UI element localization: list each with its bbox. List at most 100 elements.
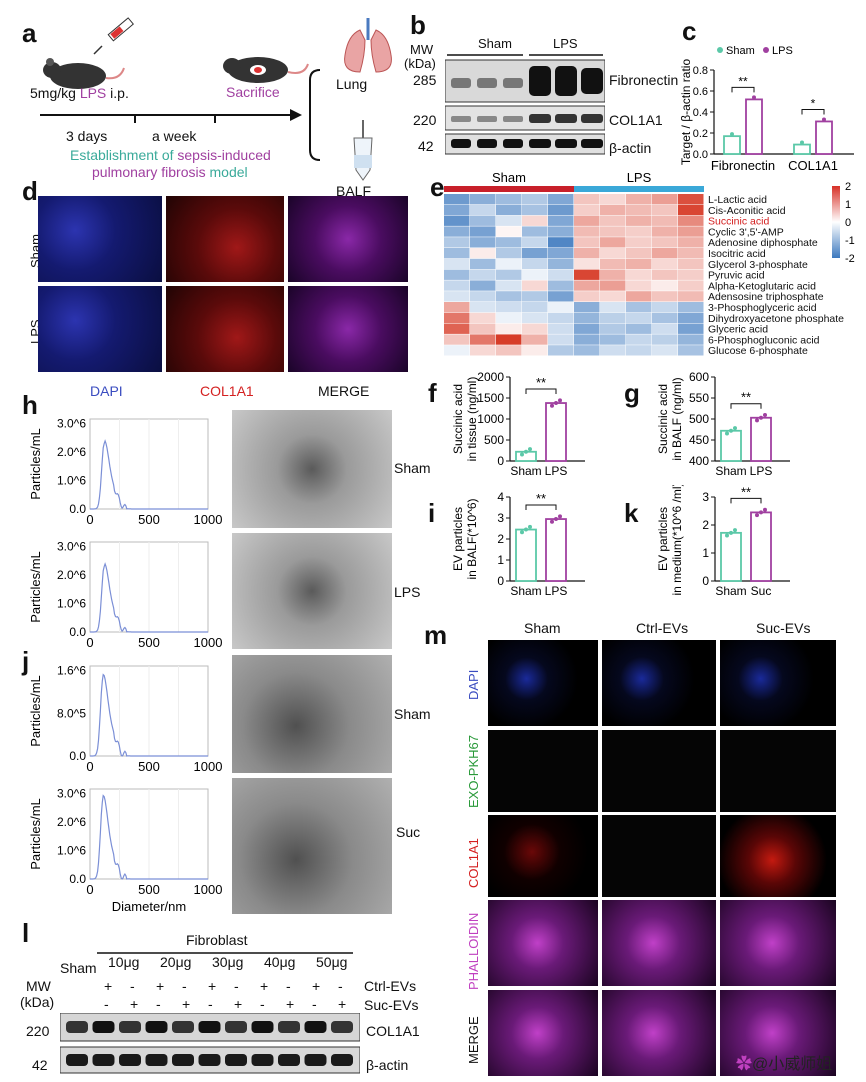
m-col-sham: Sham: [524, 620, 561, 636]
heatmap-cell: [652, 291, 678, 302]
heatmap-cell: [548, 345, 574, 356]
heatmap-cell: [470, 237, 496, 248]
heatmap-cell: [444, 323, 470, 334]
y-tick-label: 2: [702, 518, 709, 532]
micrograph-mdapi: [720, 640, 836, 726]
chart-k: EV particles in medium(*10^6 /ml) 0 1 2 3 Sham…: [656, 485, 790, 598]
size-distribution-line: [90, 562, 208, 633]
heatmap-cell: [522, 269, 548, 280]
l-sign: -: [260, 996, 265, 1012]
data-point: [528, 447, 532, 452]
y-tick-label: 4: [497, 490, 504, 504]
group-label-lps: LPS: [627, 170, 652, 185]
heatmap-cell: [626, 302, 652, 313]
channel-col1a1: COL1A1: [200, 383, 254, 399]
micrograph-dapi: [38, 286, 162, 372]
heatmap-cell: [470, 280, 496, 291]
heatmap-cell: [626, 237, 652, 248]
bar-sham: [720, 429, 742, 462]
data-point: [729, 428, 733, 433]
panel-label-k: k: [624, 498, 639, 528]
panel-label-b: b: [410, 10, 426, 40]
heatmap-cell: [548, 226, 574, 237]
tem-label-lps-h: LPS: [394, 584, 421, 600]
heatmap-cell: [600, 323, 626, 334]
l-mw-42: 42: [32, 1057, 48, 1073]
heatmap-cell: [522, 226, 548, 237]
metabolite-label: Dihydroxyacetone phosphate: [708, 313, 844, 325]
heatmap-cell: [652, 258, 678, 270]
heatmap-cell: [548, 258, 574, 270]
heatmap-cell: [496, 280, 522, 291]
data-point: [520, 530, 524, 535]
x-tick-label: Fibronectin: [711, 158, 775, 173]
chart-i: EV particles in BALF(*10^6) 0 1 2 3 4 Sham LPS **: [451, 490, 585, 598]
l-dose-4: 50μg: [316, 954, 348, 970]
heatmap-cell: [678, 345, 704, 356]
panel-label-m: m: [424, 620, 448, 650]
heatmap-cell: [574, 269, 600, 280]
heatmap-cell: [574, 334, 600, 345]
heatmap-cell: [548, 248, 574, 259]
heatmap-cell: [496, 248, 522, 259]
micrograph-merge: [288, 196, 408, 282]
x-tick-label: 500: [138, 759, 160, 774]
x-tick-label: 0: [86, 882, 93, 897]
data-point: [733, 528, 737, 533]
micrograph-phall: [602, 990, 716, 1076]
micrograph-tem: [232, 533, 392, 649]
blot-actin: β-actin: [609, 140, 652, 156]
heatmap-cell: [470, 258, 496, 270]
heatmap-cell: [548, 237, 574, 248]
y-axis-label: Target / β-actin ratio: [680, 59, 693, 166]
data-point: [528, 524, 532, 529]
heatmap-cell: [652, 237, 678, 248]
l-mw-220: 220: [26, 1023, 50, 1039]
l-sign: +: [286, 996, 295, 1012]
y-tick-label: 1: [702, 546, 709, 560]
data-point: [725, 431, 729, 436]
size-distribution-line: [90, 673, 208, 757]
data-point: [558, 514, 562, 519]
y-tick-label: 550: [689, 391, 709, 405]
heatmap-cell: [548, 269, 574, 280]
caption-line1: Establishment of sepsis-induced: [70, 147, 271, 163]
band: [198, 1021, 221, 1033]
heatmap-cell: [626, 345, 652, 356]
y-tick-label: 2.0^6: [57, 445, 86, 459]
panel-label-e: e: [430, 172, 445, 202]
panel-label-f: f: [428, 378, 437, 408]
heatmap-cell: [600, 194, 626, 205]
panel-label-g: g: [624, 378, 640, 408]
sig-label: **: [536, 491, 546, 506]
heatmap-cell: [470, 194, 496, 205]
heatmap-cell: [574, 302, 600, 313]
x-tick-label: 1000: [194, 882, 223, 897]
bar-sham-col1a1: [793, 143, 811, 155]
band: [198, 1054, 221, 1066]
chart-h1: Particles/mL 0.0 1.0^6 2.0^6 3.0^6 0 500 1000: [28, 417, 222, 528]
data-point: [752, 95, 756, 100]
micrograph-col: [166, 196, 284, 282]
chart-g: Succinic acid in BALF (ng/ml) 400 450 500 550…: [656, 370, 790, 478]
heatmap-cell: [678, 323, 704, 334]
y-tick-label: 0: [702, 574, 709, 588]
metabolite-label: Pyruvic acid: [708, 270, 765, 282]
micrograph-temdark: [232, 655, 392, 773]
heatmap-cell: [470, 269, 496, 280]
micrograph-black: [602, 815, 716, 897]
days-label: 3 days: [66, 128, 108, 144]
heatmap-cell: [496, 194, 522, 205]
heatmap-cell: [626, 204, 652, 216]
x-tick-label: 0: [86, 512, 93, 527]
heatmap-cell: [574, 291, 600, 302]
data-point: [730, 132, 734, 137]
heatmap-cell: [678, 280, 704, 291]
metabolite-label: Cis-Aconitic acid: [708, 205, 786, 217]
bar-lps: [545, 402, 567, 462]
l-sign: +: [260, 978, 269, 994]
heatmap-cell: [496, 237, 522, 248]
sig-label: **: [738, 74, 748, 88]
y-axis-label: EV particles: [451, 507, 465, 571]
